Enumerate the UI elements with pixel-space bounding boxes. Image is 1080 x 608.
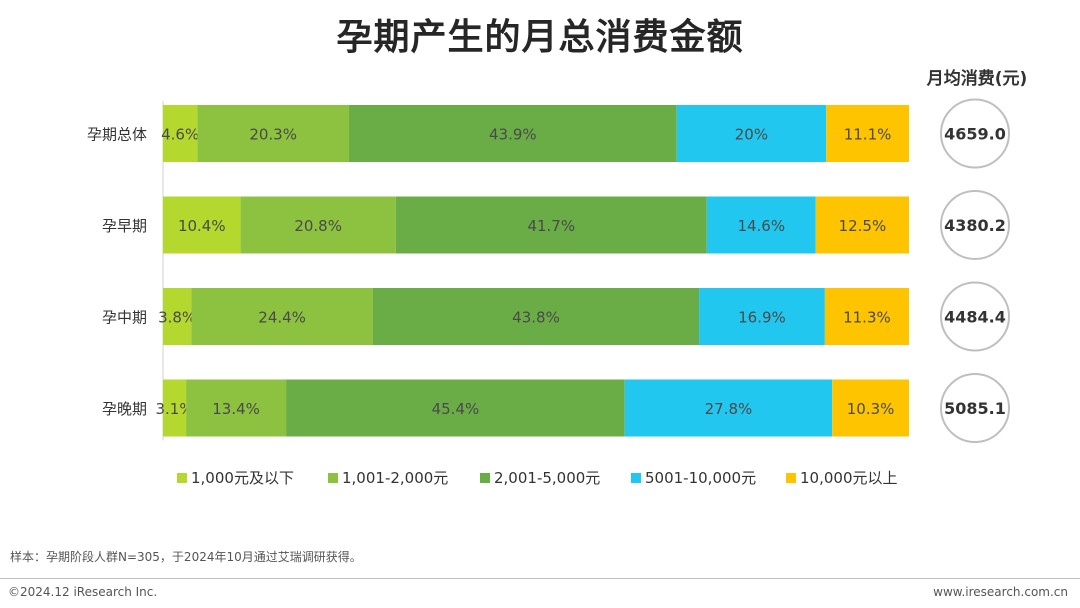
legend-label: 10,000元以上: [800, 469, 898, 487]
bar-segment: [815, 196, 909, 254]
legend-label: 5001-10,000元: [645, 469, 756, 487]
category-label: 孕中期: [102, 309, 147, 327]
bar-segment: [163, 105, 198, 162]
bar-segment: [286, 379, 625, 437]
data-label: 20.3%: [249, 126, 297, 144]
monthly-average-title: 月均消费(元): [926, 69, 1028, 89]
data-label: 10.3%: [847, 400, 895, 418]
bar-segment: [832, 379, 909, 437]
legend-swatch: [786, 473, 796, 483]
data-label: 20%: [735, 126, 768, 144]
legend-label: 1,001-2,000元: [342, 469, 448, 487]
legend-label: 1,000元及以下: [191, 469, 294, 487]
data-label: 13.4%: [212, 400, 260, 418]
bar-segment: [826, 105, 909, 162]
average-circle: [940, 190, 1010, 260]
legend-swatch: [480, 473, 490, 483]
bar-segment: [191, 288, 373, 345]
data-label: 16.9%: [738, 309, 786, 327]
average-circle: [940, 98, 1010, 169]
bar-segment: [197, 105, 349, 162]
bar-segment: [395, 196, 707, 254]
legend-swatch: [177, 473, 187, 483]
data-label: 10.4%: [178, 217, 226, 235]
bar-segment: [706, 196, 816, 254]
bar-segment: [240, 196, 396, 254]
legend-label: 2,001-5,000元: [494, 469, 600, 487]
data-label: 12.5%: [839, 217, 887, 235]
stacked-bar-chart: 孕期总体 4.6% 20.3% 43.9% 20% 11.1% 4659.0 孕早期 10.4%…: [87, 98, 1010, 487]
data-label: 20.8%: [294, 217, 342, 235]
bar-segment: [163, 379, 187, 437]
bar-segment: [163, 196, 241, 254]
legend-swatch: [328, 473, 338, 483]
data-label: 3.1%: [156, 400, 194, 418]
average-value: 4484.4: [944, 308, 1006, 327]
data-label: 41.7%: [527, 217, 575, 235]
bar-segment: [348, 105, 677, 162]
bar-segment: [186, 379, 287, 437]
average-value: 5085.1: [944, 399, 1006, 418]
bar-segment: [676, 105, 827, 162]
bar-segment: [824, 288, 909, 345]
data-label: 27.8%: [705, 400, 753, 418]
bar-segment: [372, 288, 700, 345]
copyright-text: ©2024.12 iResearch Inc.: [8, 585, 158, 599]
data-label: 14.6%: [737, 217, 785, 235]
average-circle: [940, 281, 1010, 352]
footer-divider: [0, 578, 1080, 579]
category-label: 孕期总体: [87, 126, 147, 144]
data-label: 3.8%: [158, 309, 196, 327]
average-circle: [940, 373, 1010, 443]
website-url: www.iresearch.com.cn: [933, 585, 1068, 599]
sample-note: 样本：孕期阶段人群N=305，于2024年10月通过艾瑞调研获得。: [10, 550, 362, 564]
data-label: 43.8%: [512, 309, 560, 327]
data-label: 4.6%: [161, 126, 199, 144]
data-label: 11.3%: [843, 309, 891, 327]
data-label: 43.9%: [489, 126, 537, 144]
average-value: 4380.2: [944, 216, 1006, 235]
data-label: 24.4%: [258, 309, 306, 327]
category-label: 孕早期: [102, 217, 147, 235]
bar-segment: [624, 379, 833, 437]
data-label: 11.1%: [844, 126, 892, 144]
bar-segment: [699, 288, 825, 345]
bar-segment: [163, 288, 192, 345]
average-value: 4659.0: [944, 125, 1006, 144]
legend-swatch: [631, 473, 641, 483]
data-label: 45.4%: [432, 400, 480, 418]
category-label: 孕晚期: [102, 400, 147, 418]
chart-title: 孕期产生的月总消费金额: [336, 17, 744, 58]
